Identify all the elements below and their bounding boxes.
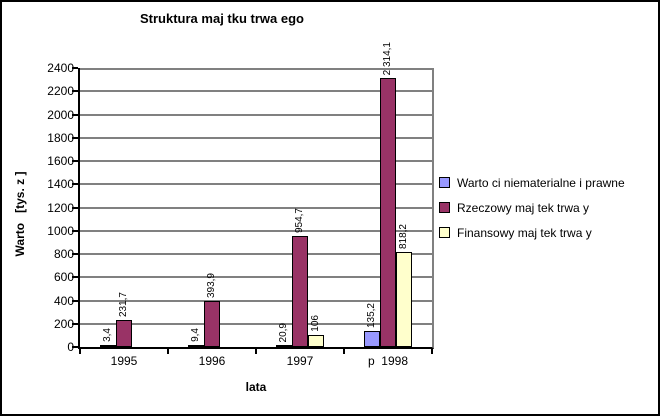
bar-data-label: 818,2 [398,223,409,249]
legend-swatch-icon [439,227,450,238]
y-axis-tick [72,90,78,93]
bar-1996-s2 [204,301,220,347]
gridline [80,253,432,255]
y-axis-tick-label: 1400 [47,177,74,192]
y-axis-tick [72,136,78,139]
x-axis-tick [343,349,345,354]
y-axis-tick-label: 2200 [47,84,74,99]
gridline [80,160,432,162]
bar-1995-s2 [116,320,132,347]
x-axis-category-label: 1996 [198,354,226,368]
bar-data-label: 135,2 [366,302,377,328]
x-axis-title: lata [245,380,267,394]
y-axis-tick-label: 1600 [47,154,74,168]
y-axis-tick [72,299,78,302]
bar-1997-s3 [308,335,324,347]
legend-item: Warto ci niematerialne i prawne [439,170,625,195]
bar-p 1998-s3 [396,252,412,347]
x-axis-tick [431,349,433,354]
gridline [80,206,432,209]
bar-p 1998-s2 [380,78,396,347]
gridline [80,229,432,232]
bar-1996-s1 [188,345,204,347]
y-axis-tick-label: 800 [53,247,74,261]
y-axis-tick [72,67,78,69]
x-axis-tick [255,349,257,354]
y-axis-tick [72,183,78,186]
y-axis-tick [72,229,78,232]
bar-p 1998-s1 [364,331,380,347]
y-axis-tick-label: 1800 [47,130,74,145]
bar-data-label: 3,4 [102,328,113,342]
y-axis-tick-label: 0 [67,340,74,354]
y-axis-tick [72,160,78,162]
y-axis-tick-label: 2400 [47,61,74,75]
gridline [80,299,432,302]
legend-swatch-icon [439,202,450,213]
plot-area: 3,4 9,4 20,9 135,2 231,7 393,9 954,7 2 314,1 106… [78,42,434,349]
y-axis-tick [72,346,78,348]
x-axis-tick [79,349,81,354]
legend-swatch-icon [439,177,450,188]
gridline [80,183,432,186]
x-axis-category-label: p 1998 [367,354,409,368]
y-axis-tick-label: 2000 [47,107,74,122]
bar-1995-s1 [100,345,116,347]
y-axis-tick-label: 400 [53,293,74,308]
legend-label: Warto ci niematerialne i prawne [457,175,625,190]
legend-label: Finansowy maj tek trwa y [457,225,592,240]
gridline [80,68,432,70]
legend-item: Rzeczowy maj tek trwa y [439,195,625,220]
y-axis-tick-label: 600 [53,270,74,285]
bar-data-label: 20,9 [278,322,289,342]
y-axis-title: Warto [tys. z ] [13,171,27,257]
bar-data-label: 2 314,1 [382,41,393,75]
chart-title: Struktura maj tku trwa ego [140,11,304,26]
y-axis-tick-label: 1200 [47,200,74,215]
bar-1997-s2 [292,236,308,347]
y-axis-tick [72,253,78,255]
legend-item: Finansowy maj tek trwa y [439,220,625,245]
gridline [80,90,432,93]
bar-data-label: 9,4 [190,328,201,342]
legend: Warto ci niematerialne i prawne Rzeczowy … [439,170,625,245]
gridline [80,276,432,279]
x-axis-category-label: 1995 [110,354,138,368]
x-axis-category-label: 1997 [286,354,314,368]
gridline [80,113,432,116]
y-axis-tick [72,322,78,325]
gridline [80,136,432,139]
bar-data-label: 106 [310,315,321,332]
y-axis-tick-label: 200 [53,316,74,331]
y-axis-tick [72,206,78,209]
y-axis-tick [72,113,78,116]
gridline [80,322,432,325]
y-axis-tick [72,276,78,279]
bar-1997-s1 [276,345,292,347]
x-axis-tick [167,349,169,354]
y-axis-tick-label: 1000 [47,223,74,238]
bar-data-label: 393,9 [206,272,217,298]
legend-label: Rzeczowy maj tek trwa y [457,200,590,215]
bar-data-label: 231,7 [118,291,129,317]
bar-data-label: 954,7 [294,207,305,233]
